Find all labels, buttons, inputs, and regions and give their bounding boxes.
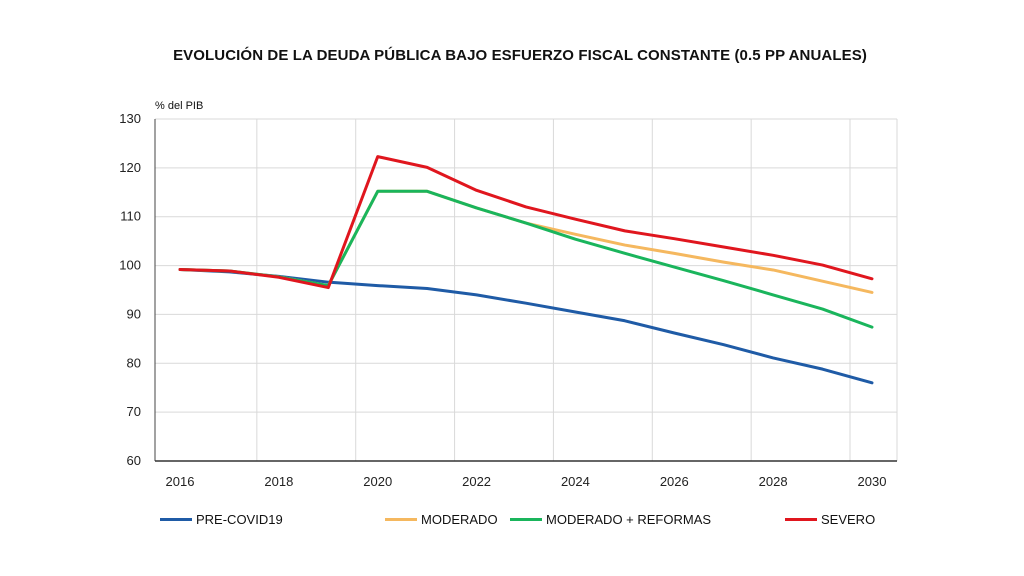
- legend-swatch: [785, 517, 817, 521]
- legend-label: SEVERO: [821, 511, 876, 527]
- series-line-pre-covid19: [178, 267, 874, 385]
- legend-item-severo: SEVERO: [785, 508, 875, 530]
- legend-item-pre-covid19: PRE-COVID19: [160, 508, 283, 530]
- x-tick-label: 2026: [660, 474, 689, 489]
- y-tick-label: 90: [127, 306, 141, 321]
- y-axis-unit-label: % del PIB: [155, 100, 204, 112]
- y-tick-label: 110: [120, 209, 141, 224]
- y-tick-label: 60: [127, 453, 141, 468]
- legend-swatch: [160, 517, 192, 521]
- legend-item-moderado: MODERADO: [385, 508, 498, 530]
- x-tick-label: 2018: [264, 474, 293, 489]
- legend-swatch: [385, 517, 417, 521]
- y-tick-label: 70: [127, 404, 141, 419]
- legend-label: MODERADO: [421, 511, 498, 527]
- y-tick-label: 120: [119, 160, 141, 175]
- y-tick-label: 80: [127, 355, 141, 370]
- y-tick-label: 130: [119, 111, 141, 126]
- x-tick-label: 2022: [462, 474, 491, 489]
- legend-swatch: [510, 517, 542, 521]
- legend-label: MODERADO + REFORMAS: [546, 511, 712, 527]
- chart-title: EVOLUCIÓN DE LA DEUDA PÚBLICA BAJO ESFUE…: [173, 47, 867, 64]
- series-line-moderado-reformas: [178, 189, 874, 329]
- legend-item-moderado-reformas: MODERADO + REFORMAS: [510, 508, 711, 530]
- y-tick-label: 100: [119, 258, 141, 273]
- x-tick-label: 2030: [858, 474, 887, 489]
- x-tick-label: 2016: [166, 474, 195, 489]
- series-line-severo: [178, 155, 874, 290]
- legend: PRE-COVID19 MODERADO MODERADO + REFORMAS SE…: [160, 508, 920, 530]
- x-tick-label: 2028: [759, 474, 788, 489]
- x-tick-label: 2020: [363, 474, 392, 489]
- x-tick-label: 2024: [561, 474, 590, 489]
- legend-label: PRE-COVID19: [196, 511, 283, 527]
